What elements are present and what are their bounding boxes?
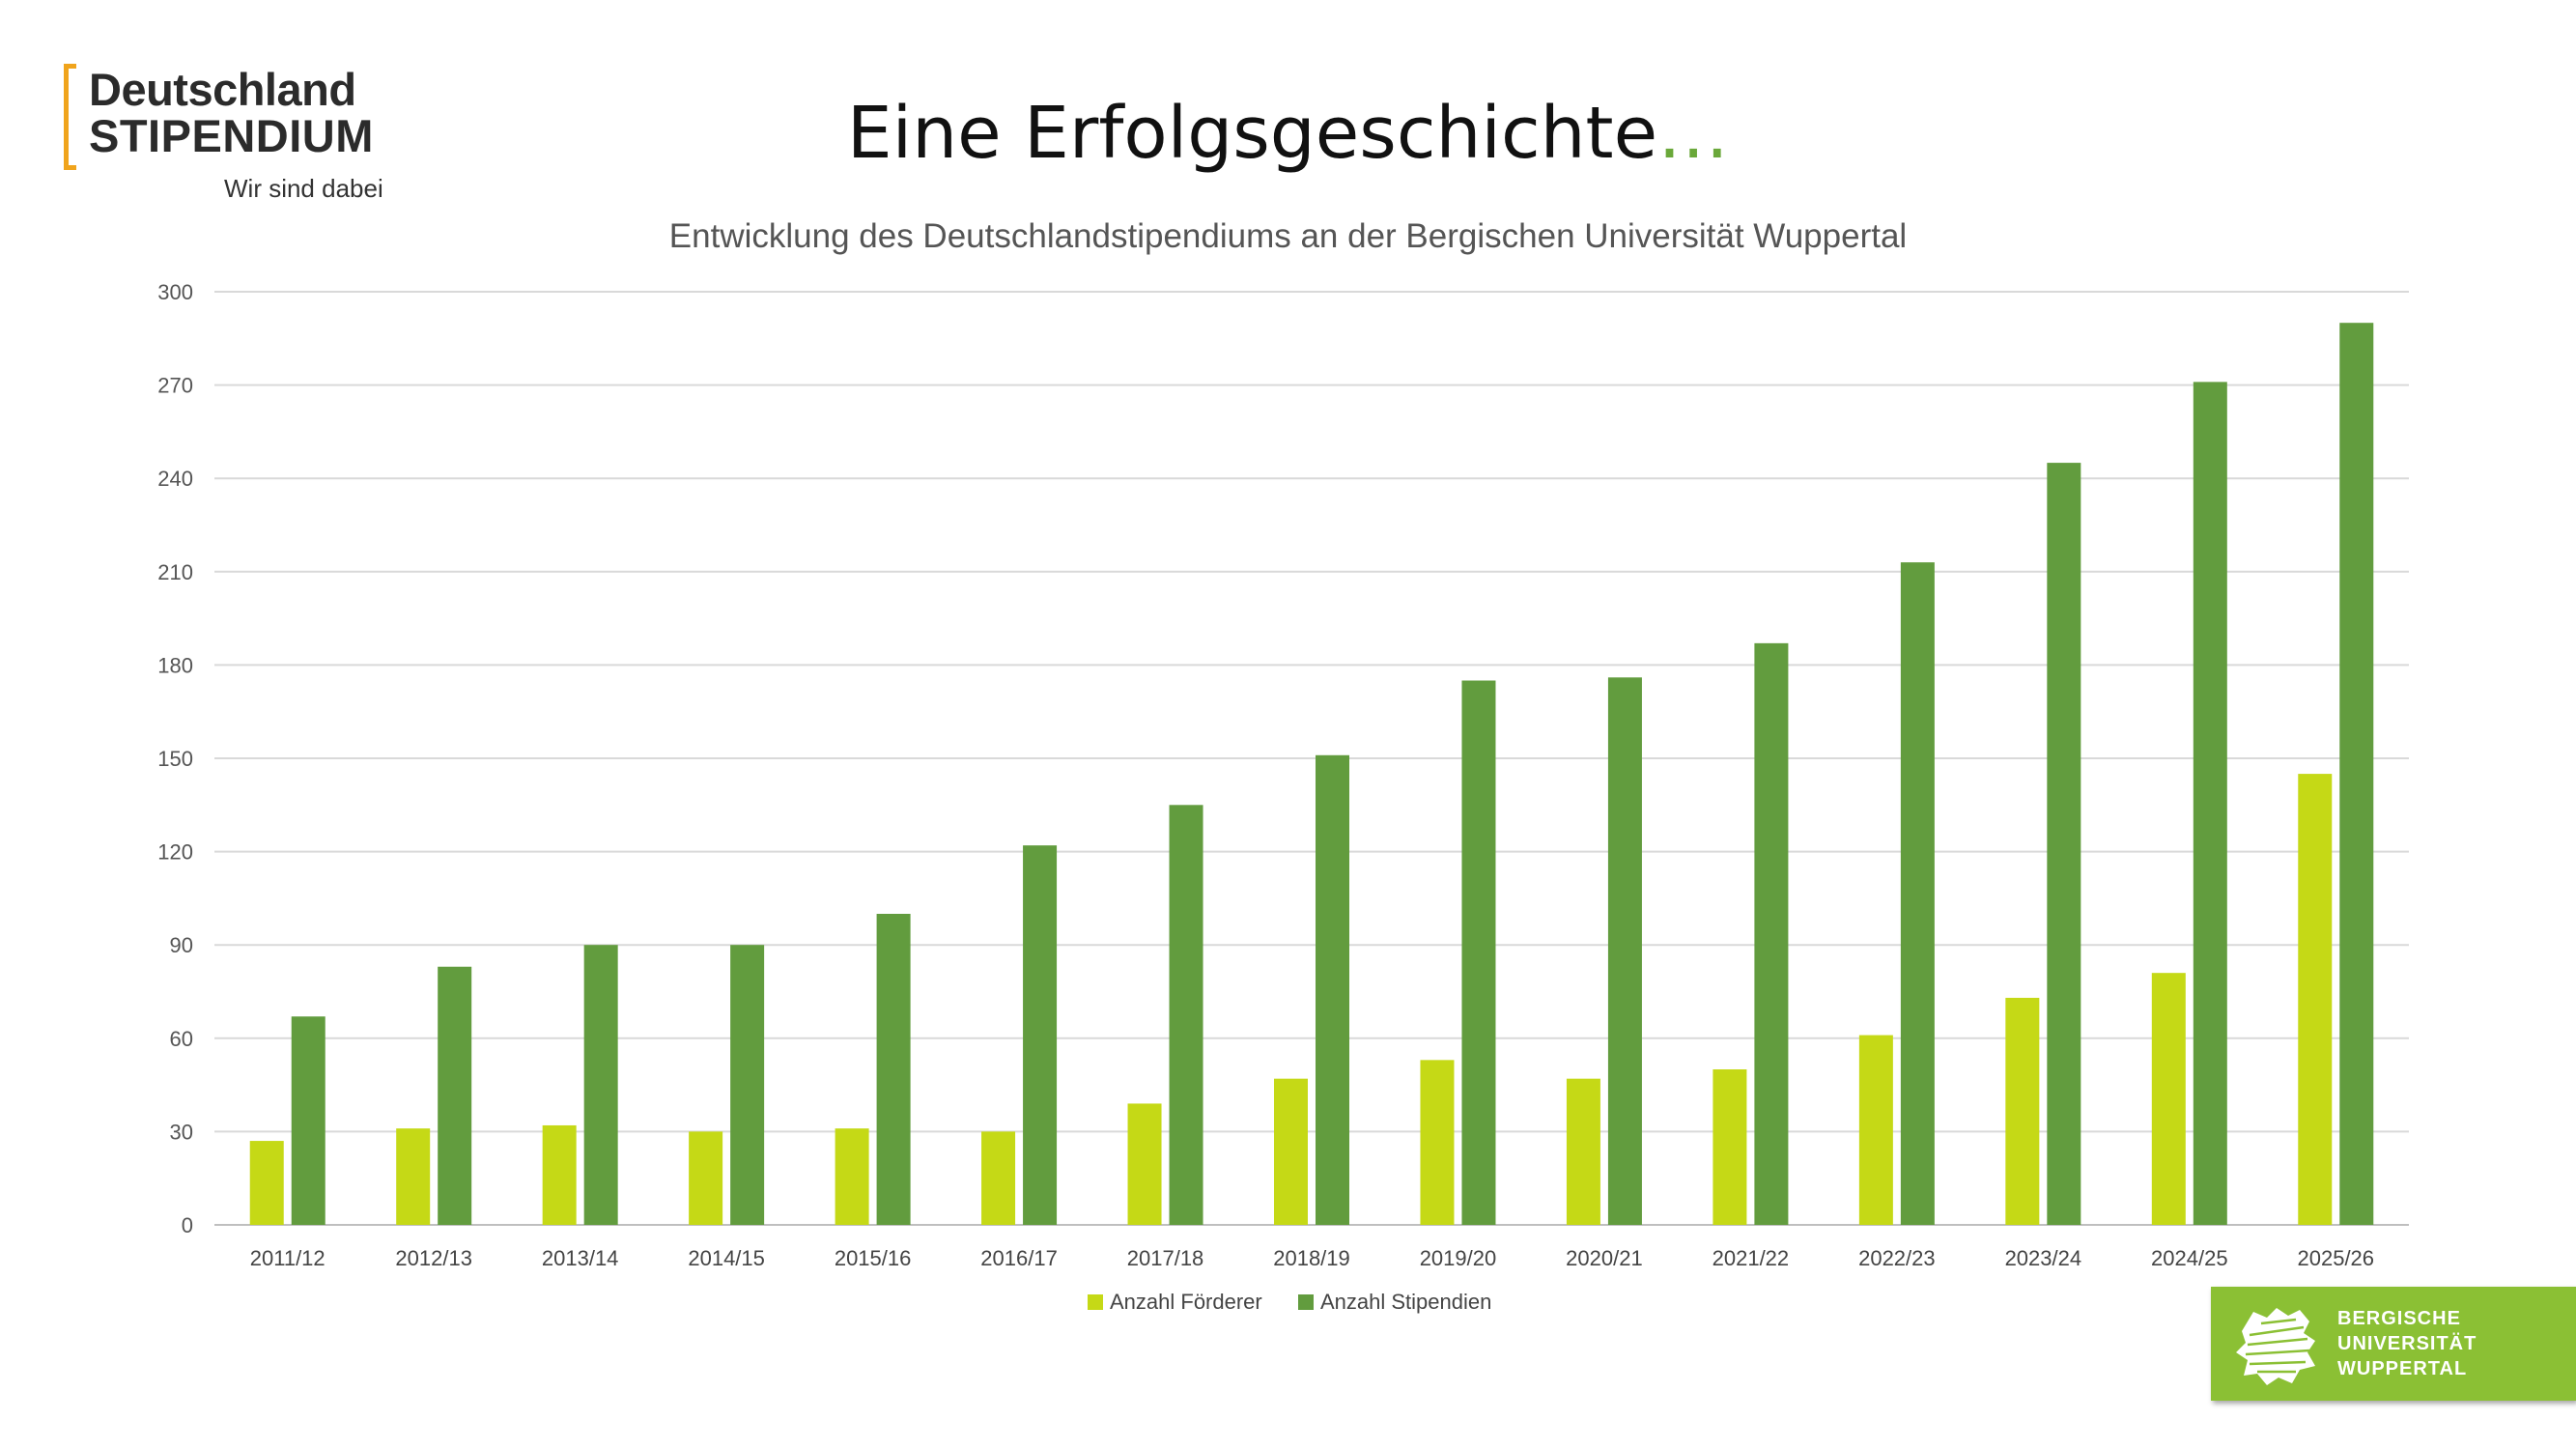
x-tick-label: 2021/22 — [1713, 1246, 1790, 1270]
bar-chart: 0 30 60 90 120 150 180 210 240 270 300 2011/12 2012/… — [157, 280, 2409, 1314]
bar-foerderer — [2151, 973, 2186, 1225]
page-title-ellipsis: … — [1657, 92, 1730, 175]
y-tick-label: 270 — [157, 374, 193, 398]
page-title: Eine Erfolgsgeschichte… — [0, 85, 2576, 182]
legend-swatch — [1298, 1294, 1314, 1310]
university-name: BERGISCHE UNIVERSITÄT WUPPERTAL — [2337, 1306, 2477, 1381]
bar-stipendien — [291, 1016, 326, 1225]
bar-stipendien — [1754, 642, 1789, 1225]
x-tick-label: 2023/24 — [2005, 1246, 2082, 1270]
bar-stipendien — [438, 966, 472, 1225]
x-tick-label: 2024/25 — [2151, 1246, 2228, 1270]
bar-foerderer — [2005, 997, 2040, 1225]
page-title-text: Eine Erfolgsgeschichte — [846, 92, 1658, 175]
x-tick-label: 2017/18 — [1127, 1246, 1204, 1270]
university-name-line2: UNIVERSITÄT — [2337, 1333, 2477, 1354]
x-tick-label: 2012/13 — [395, 1246, 472, 1270]
bar-stipendien — [1607, 677, 1642, 1225]
x-tick-label: 2014/15 — [688, 1246, 765, 1270]
bar-foerderer — [1713, 1069, 1747, 1225]
chart-title: Entwicklung des Deutschlandstipendiums a… — [668, 217, 1908, 255]
bar-foerderer — [1420, 1060, 1455, 1225]
bar-foerderer — [1274, 1078, 1308, 1225]
y-tick-label: 180 — [157, 653, 193, 677]
university-name-line1: BERGISCHE — [2337, 1308, 2461, 1329]
logo-bracket — [64, 64, 76, 170]
bar-stipendien — [2047, 463, 2081, 1226]
bar-stipendien — [876, 914, 911, 1225]
bar-foerderer — [835, 1128, 869, 1225]
bar-stipendien — [2193, 382, 2227, 1225]
logo-line-stipendium: STIPENDIUM — [89, 110, 374, 161]
x-tick-label: 2022/23 — [1858, 1246, 1936, 1270]
y-tick-label: 210 — [157, 560, 193, 584]
bar-stipendien — [2339, 323, 2374, 1225]
bergische-universitaet-logo: BERGISCHE UNIVERSITÄT WUPPERTAL — [2211, 1287, 2576, 1401]
bar-foerderer — [396, 1128, 431, 1225]
y-tick-label: 60 — [170, 1027, 193, 1051]
x-tick-label: 2018/19 — [1273, 1246, 1350, 1270]
bar-foerderer — [249, 1141, 284, 1225]
deutschlandstipendium-logo: Deutschland STIPENDIUM Wir sind dabei — [64, 62, 392, 207]
bar-stipendien — [1461, 680, 1496, 1225]
bar-stipendien — [1316, 754, 1349, 1225]
x-tick-label: 2020/21 — [1566, 1246, 1643, 1270]
x-tick-label: 2011/12 — [250, 1246, 326, 1270]
legend-label: Anzahl Stipendien — [1320, 1290, 1491, 1314]
legend-swatch — [1088, 1294, 1103, 1310]
x-tick-label: 2025/26 — [2298, 1246, 2375, 1270]
y-tick-label: 300 — [157, 280, 193, 304]
bar-foerderer — [1566, 1078, 1600, 1225]
y-tick-label: 30 — [170, 1120, 193, 1144]
lion-icon — [2236, 1308, 2315, 1385]
y-tick-label: 90 — [170, 933, 193, 957]
x-tick-label: 2016/17 — [980, 1246, 1058, 1270]
bar-foerderer — [1858, 1035, 1893, 1225]
legend-label: Anzahl Förderer — [1110, 1290, 1262, 1314]
y-tick-label: 240 — [157, 467, 193, 491]
x-tick-label: 2013/14 — [542, 1246, 619, 1270]
y-tick-label: 0 — [182, 1213, 193, 1237]
y-tick-label: 150 — [157, 747, 193, 771]
logo-tagline: Wir sind dabei — [224, 174, 383, 203]
bar-stipendien — [1169, 805, 1203, 1225]
university-name-line3: WUPPERTAL — [2337, 1358, 2468, 1379]
bar-foerderer — [2298, 774, 2333, 1225]
bar-foerderer — [1127, 1103, 1162, 1225]
bar-stipendien — [730, 945, 765, 1225]
bar-foerderer — [689, 1131, 723, 1225]
bar-stipendien — [1900, 562, 1935, 1225]
bar-foerderer — [542, 1124, 577, 1225]
bar-stipendien — [1023, 845, 1058, 1225]
y-tick-label: 120 — [157, 840, 193, 865]
logo-line-deutschland: Deutschland — [89, 64, 356, 115]
bar-stipendien — [583, 945, 618, 1225]
x-tick-label: 2015/16 — [835, 1246, 912, 1270]
x-tick-label: 2019/20 — [1420, 1246, 1497, 1270]
bar-foerderer — [981, 1131, 1016, 1225]
